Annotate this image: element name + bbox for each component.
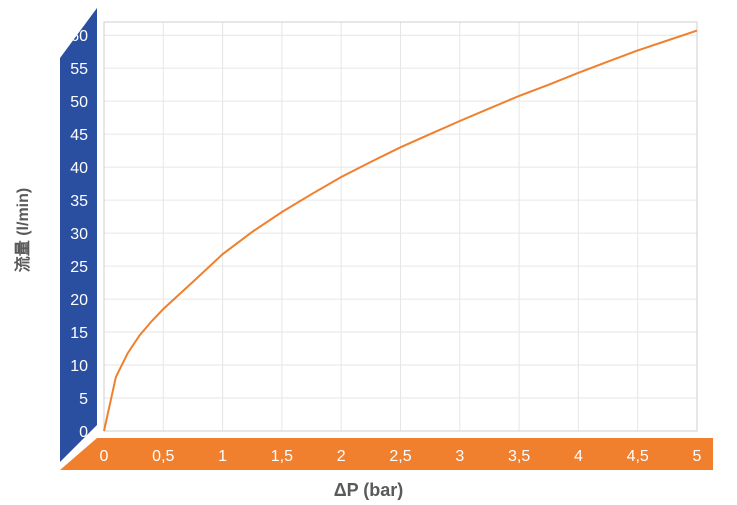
y-tick-label: 25 [70,259,88,276]
x-tick-labels: 0 0,5 1 1,5 2 2,5 3 3,5 4 4,5 5 [100,448,702,465]
plot-frame [103,21,698,432]
x-tick-label: 1,5 [271,448,293,465]
x-axis-band [60,438,713,470]
x-axis-label: ΔP (bar) [333,480,404,500]
y-tick-labels: 0 5 10 15 20 25 30 35 40 45 50 55 60 [70,28,88,441]
x-tick-label: 0 [100,448,109,465]
y-tick-label: 50 [70,94,88,111]
y-tick-label: 30 [70,226,88,243]
y-tick-label: 55 [70,61,88,78]
y-tick-label: 45 [70,127,88,144]
x-tick-label: 4 [574,448,583,465]
x-tick-label: 3 [455,448,464,465]
x-tick-label: 1 [218,448,227,465]
y-tick-label: 10 [70,358,88,375]
grid [103,21,698,432]
y-axis-label-box: 流量 (l/min) [6,150,36,310]
x-tick-label: 5 [693,448,702,465]
flow-curve [103,29,698,432]
y-tick-label: 60 [70,28,88,45]
x-tick-label: 4,5 [627,448,649,465]
y-tick-label: 5 [79,391,88,408]
x-tick-label: 0,5 [152,448,174,465]
x-tick-label: 3,5 [508,448,530,465]
x-tick-label: 2,5 [389,448,411,465]
y-axis-band [60,8,97,462]
y-tick-label: 20 [70,292,88,309]
y-tick-label: 35 [70,193,88,210]
y-tick-label: 0 [79,424,88,441]
x-tick-label: 2 [337,448,346,465]
y-tick-label: 15 [70,325,88,342]
y-tick-label: 40 [70,160,88,177]
y-axis-label: 流量 (l/min) [15,187,32,273]
